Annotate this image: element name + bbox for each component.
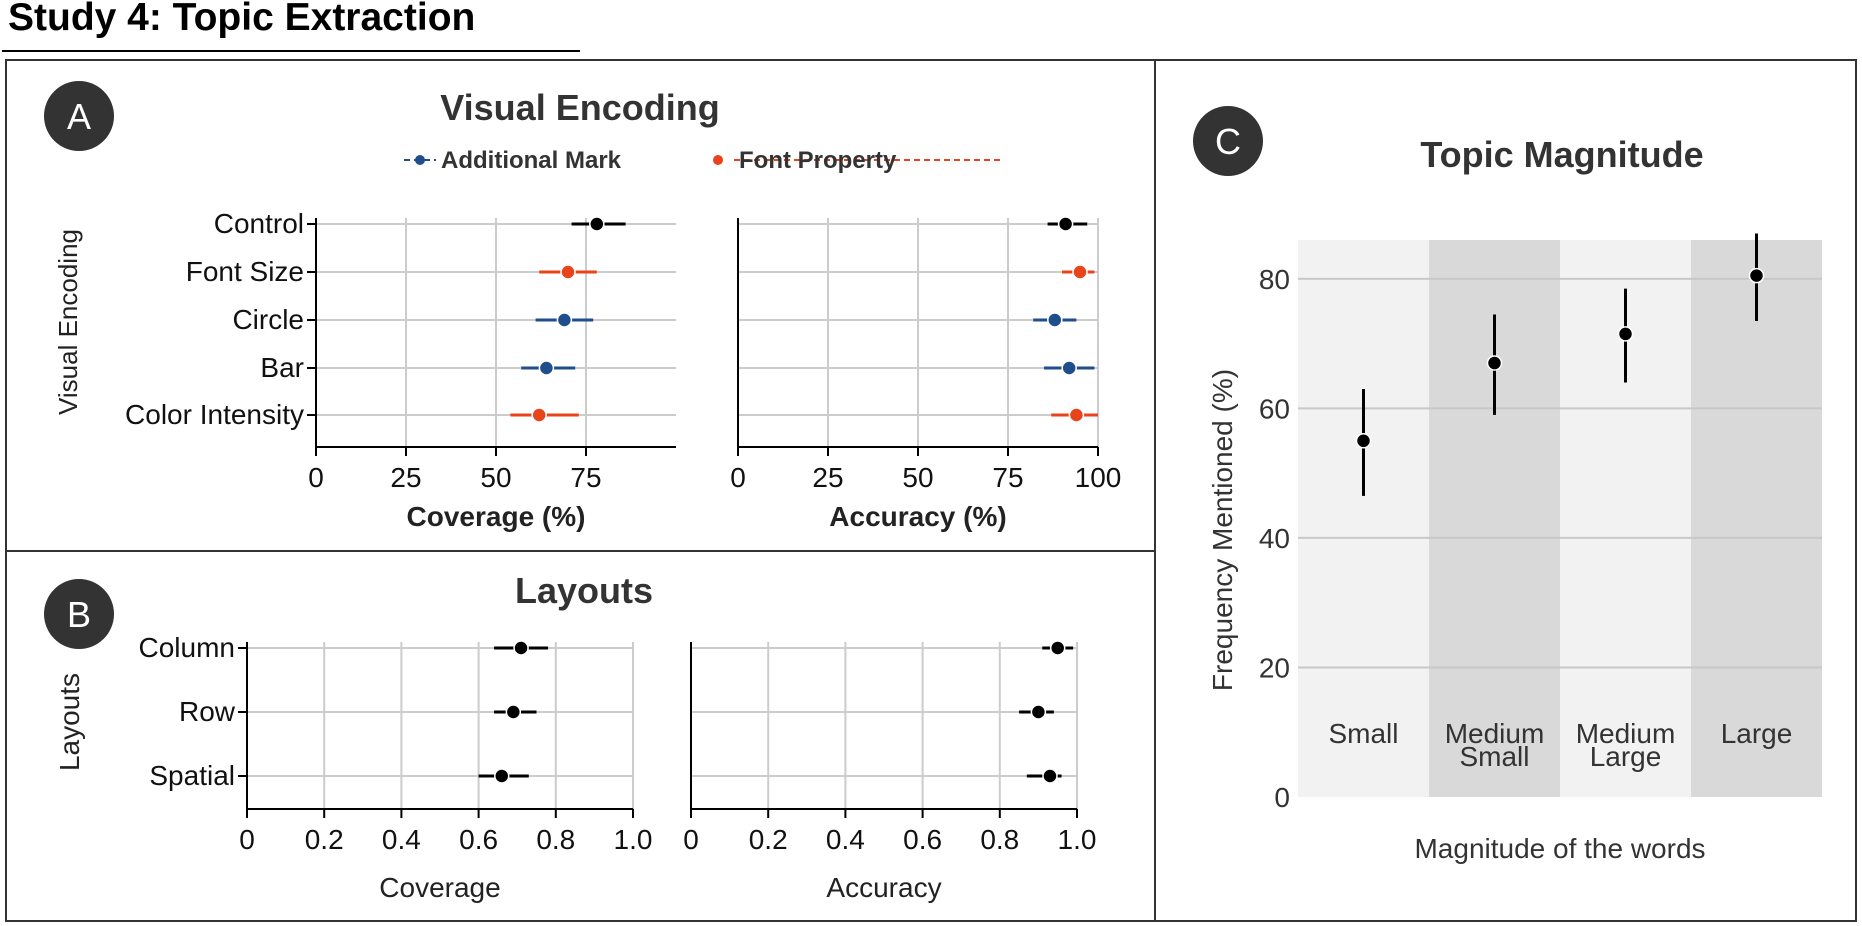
- panel-frame-c: [1154, 59, 1857, 922]
- x-axis-label: Coverage (%): [407, 501, 586, 532]
- panel-badge-a: A: [44, 81, 114, 151]
- svg-text:B: B: [67, 594, 91, 635]
- tick-label: 0.2: [305, 824, 344, 855]
- data-point: [1617, 326, 1634, 342]
- chart-title: Topic Magnitude: [1420, 134, 1703, 175]
- category-label: Control: [214, 208, 304, 239]
- category-label: Medium: [1576, 718, 1676, 749]
- title-underline: [2, 50, 580, 52]
- svg-text:C: C: [1215, 121, 1241, 162]
- panel-badge-c: C: [1193, 106, 1263, 176]
- tick-label: 0.4: [826, 824, 865, 855]
- data-point: [589, 216, 605, 232]
- tick-label: 40: [1259, 523, 1290, 554]
- chart-title: Visual Encoding: [440, 87, 719, 128]
- data-point: [1072, 264, 1088, 280]
- tick-label: 0: [683, 824, 699, 855]
- category-label: Small: [1459, 741, 1529, 772]
- data-point: [1047, 312, 1063, 328]
- tick-label: 0: [1274, 782, 1290, 813]
- tick-label: 0.8: [536, 824, 575, 855]
- tick-label: 50: [480, 462, 511, 493]
- legend-swatch-dot: [713, 155, 723, 165]
- category-label: Font Size: [186, 256, 304, 287]
- tick-label: 100: [1075, 462, 1122, 493]
- tick-label: 60: [1259, 393, 1290, 424]
- tick-label: 25: [390, 462, 421, 493]
- x-axis-label: Coverage: [379, 872, 500, 903]
- data-point: [1057, 216, 1074, 232]
- chart-layer: Visual Encoding Additional Mark Font Prope…: [53, 87, 1822, 903]
- panel-badge-b: B: [44, 579, 114, 649]
- tick-label: 0: [308, 462, 324, 493]
- data-point: [531, 407, 547, 423]
- chart-title: Layouts: [515, 570, 653, 611]
- tick-label: 0.6: [459, 824, 498, 855]
- x-axis-title: Magnitude of the words: [1414, 833, 1705, 864]
- tick-label: 25: [812, 462, 843, 493]
- tick-label: 0: [239, 824, 255, 855]
- data-point: [505, 704, 522, 720]
- tick-label: 50: [902, 462, 933, 493]
- data-point: [556, 312, 573, 328]
- data-point: [1748, 267, 1765, 284]
- data-point: [1030, 704, 1047, 720]
- tick-label: 0.8: [980, 824, 1019, 855]
- tick-label: 75: [992, 462, 1023, 493]
- y-axis-title: Layouts: [54, 673, 85, 771]
- tick-label: 75: [570, 462, 601, 493]
- tick-label: 0: [730, 462, 746, 493]
- category-band: [1691, 240, 1822, 797]
- y-axis-title: Frequency Mentioned (%): [1207, 369, 1238, 691]
- tick-label: 0.6: [903, 824, 942, 855]
- tick-label: 1.0: [1058, 824, 1097, 855]
- tick-label: 0.2: [749, 824, 788, 855]
- category-label: Circle: [232, 304, 304, 335]
- data-point: [494, 768, 510, 784]
- svg-text:A: A: [67, 96, 91, 137]
- tick-label: 20: [1259, 652, 1290, 683]
- legend-label: Additional Mark: [441, 147, 622, 174]
- legend-label: Font Property: [739, 147, 897, 174]
- tick-label: 80: [1259, 264, 1290, 295]
- category-label: Small: [1328, 718, 1398, 749]
- tick-label: 1.0: [614, 824, 653, 855]
- tick-label: 0.4: [382, 824, 421, 855]
- data-point: [1068, 407, 1085, 423]
- category-band: [1298, 240, 1429, 797]
- data-point: [1355, 433, 1372, 449]
- category-label: Spatial: [149, 760, 235, 791]
- data-point: [1042, 768, 1058, 784]
- category-label: Row: [179, 696, 236, 727]
- x-axis-label: Accuracy (%): [829, 501, 1006, 532]
- data-point: [513, 640, 529, 656]
- category-label: Column: [139, 632, 235, 663]
- data-point: [538, 360, 555, 376]
- data-point: [1061, 360, 1077, 376]
- legend-swatch-dot: [415, 155, 425, 165]
- category-label: Large: [1721, 718, 1793, 749]
- page-title: Study 4: Topic Extraction: [8, 0, 476, 39]
- category-label: Large: [1590, 741, 1662, 772]
- category-label: Bar: [260, 352, 304, 383]
- data-point: [1486, 355, 1503, 371]
- y-axis-title: Visual Encoding: [53, 229, 83, 415]
- category-label: Medium: [1445, 718, 1545, 749]
- data-point: [560, 264, 576, 280]
- category-label: Color Intensity: [125, 399, 304, 430]
- x-axis-label: Accuracy: [826, 872, 941, 903]
- data-point: [1049, 640, 1066, 656]
